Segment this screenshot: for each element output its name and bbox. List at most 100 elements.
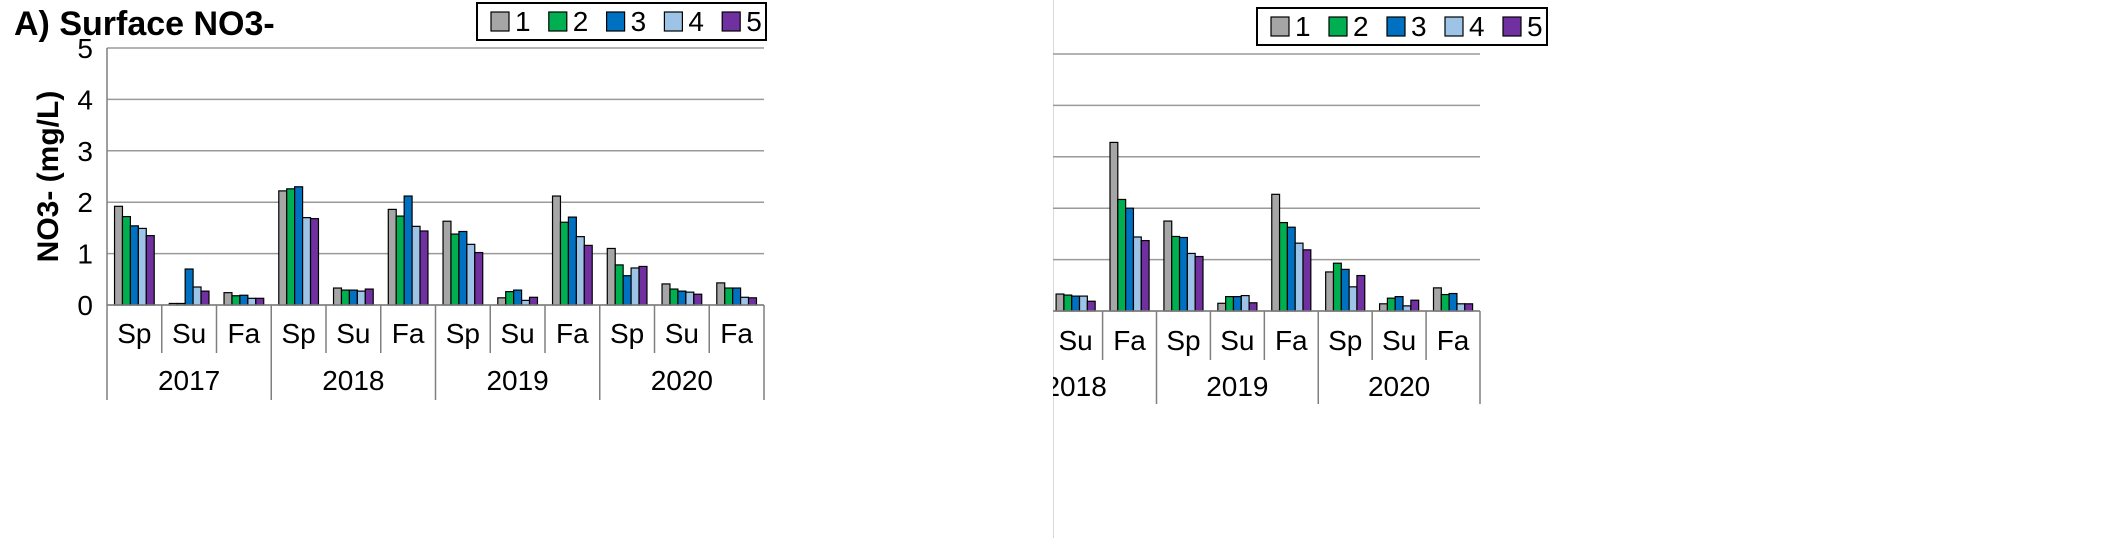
bar-series-4 (630, 267, 640, 306)
x-tick-label: Su (1059, 325, 1093, 356)
legend-swatch-2 (1328, 16, 1348, 37)
bar-series-5 (528, 296, 539, 306)
bar-series-2 (614, 264, 624, 306)
bar-series-2 (1386, 297, 1396, 312)
legend-box (476, 2, 767, 41)
bar-series-2 (286, 188, 296, 306)
x-group-label: 2020 (1368, 371, 1430, 402)
bar-series-5 (1464, 303, 1474, 312)
bar-series-2 (395, 215, 405, 306)
bar-series-3 (1448, 292, 1458, 312)
legend-label: 4 (688, 6, 704, 37)
bar-series-3 (294, 186, 304, 306)
bar-series-5 (1140, 239, 1150, 312)
bar-series-4 (192, 286, 202, 306)
chart-title: A) Surface NO3- (14, 5, 275, 43)
bar-series-5 (419, 230, 429, 306)
y-tick-label: 2 (77, 187, 93, 218)
bar-series-1 (606, 247, 616, 306)
panel-divider (1053, 0, 1054, 538)
bar-series-3 (1286, 226, 1296, 312)
legend-label: 3 (1411, 11, 1427, 42)
bar-series-3 (184, 268, 194, 306)
legend-label: 3 (631, 6, 647, 37)
bar-series-3 (622, 275, 632, 306)
chart-surface: A) Surface NO3- NO3- (mg/L) 0 1 2 3 4 5 Sp Su Fa Sp… (14, 2, 767, 400)
x-group-label: 2020 (651, 365, 713, 396)
bar-series-1 (1325, 271, 1335, 312)
x-tick-label: Sp (610, 318, 644, 349)
bar-series-4 (1132, 236, 1142, 312)
x-tick-label: Sp (282, 318, 316, 349)
bar-series-2 (1440, 293, 1450, 312)
bar-series-1 (1163, 220, 1173, 312)
bar-series-3 (348, 289, 358, 306)
bar-series-5 (693, 293, 703, 306)
bar-series-5 (309, 218, 320, 306)
bar-series-1 (278, 190, 288, 306)
bar-series-1 (716, 282, 726, 306)
x-group-label: 2018 (322, 365, 384, 396)
x-tick-label: Fa (1437, 325, 1470, 356)
bar-series-4 (1456, 303, 1466, 312)
bar-series-3 (1071, 295, 1081, 312)
legend-label: 2 (573, 6, 589, 37)
x-group-label: 2018 (1053, 371, 1107, 402)
bar-series-1 (1109, 141, 1119, 312)
bar-series-4 (466, 243, 476, 306)
bar-series-2 (1225, 296, 1235, 312)
bar-series-1 (551, 195, 562, 306)
bar-series-3 (458, 230, 468, 306)
bar-series-4 (739, 296, 750, 306)
bar-series-3 (1232, 296, 1242, 312)
y-tick-label: 5 (77, 33, 93, 64)
x-tick-label: Fa (720, 318, 753, 349)
bar-series-4 (137, 227, 147, 306)
bar-series-5 (1410, 299, 1420, 312)
legend-label: 4 (1469, 11, 1485, 42)
y-tick-label: 0 (77, 290, 93, 321)
bar-series-5 (1356, 274, 1366, 312)
bar-series-5 (474, 251, 484, 306)
bar-series-3 (732, 287, 742, 306)
bar-series-2 (121, 215, 132, 306)
x-tick-label: Fa (1113, 325, 1146, 356)
bar-series-4 (247, 297, 257, 306)
bar-series-2 (1278, 221, 1288, 312)
bar-series-1 (387, 208, 397, 306)
bar-series-1 (113, 205, 124, 306)
bar-series-1 (1271, 193, 1281, 312)
x-tick-label: Fa (1275, 325, 1308, 356)
bar-series-5 (1248, 302, 1258, 312)
x-tick-label: Sp (1166, 325, 1200, 356)
y-tick-label: 3 (77, 136, 93, 167)
bar-series-5 (200, 290, 210, 306)
bar-series-4 (356, 290, 366, 306)
x-tick-label: Su (1382, 325, 1416, 356)
bar-series-1 (332, 287, 343, 306)
x-tick-label: Fa (228, 318, 261, 349)
legend-label: 5 (746, 6, 762, 37)
bar-series-5 (583, 244, 593, 306)
bar-series-1 (1217, 302, 1227, 312)
x-tick-label: Fa (392, 318, 425, 349)
x-tick-label: Sp (1328, 325, 1362, 356)
bar-series-1 (497, 297, 507, 306)
bar-series-2 (450, 233, 460, 306)
bar-series-3 (567, 216, 577, 306)
y-tick-label: 1 (77, 239, 93, 270)
legend-label: 1 (1295, 11, 1311, 42)
bar-series-5 (1194, 255, 1204, 312)
bar-series-5 (255, 297, 265, 306)
bar-series-2 (340, 289, 351, 306)
bar-series-3 (1394, 296, 1404, 312)
x-tick-label: Su (1220, 325, 1254, 356)
x-group-label: 2019 (1206, 371, 1268, 402)
bar-series-5 (747, 297, 758, 306)
bar-series-3 (403, 195, 413, 306)
x-tick-label: Fa (556, 318, 589, 349)
bar-series-1 (1055, 293, 1065, 312)
bar-series-4 (1294, 242, 1304, 312)
bar-series-1 (442, 220, 452, 306)
legend-label: 2 (1353, 11, 1369, 42)
